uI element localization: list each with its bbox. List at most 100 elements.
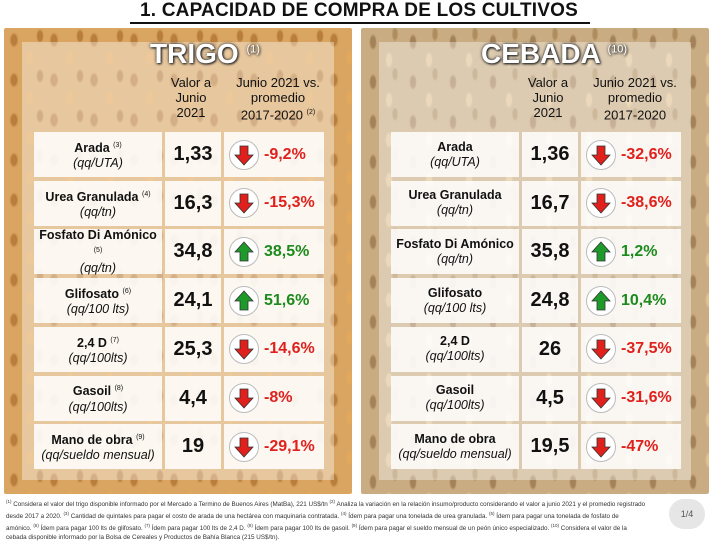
- footnote-text: Ídem para pagar 100 lts de glifosato.: [40, 525, 143, 533]
- value-cell: 24,1: [165, 278, 221, 324]
- change-cell: -38,6%: [581, 180, 681, 226]
- input-name: Urea Granulada: [408, 188, 502, 203]
- change-cell: 51,6%: [224, 278, 324, 324]
- change-value: 10,4%: [621, 291, 667, 309]
- change-cell: -31,6%: [581, 375, 681, 421]
- page-title: 1. CAPACIDAD DE COMPRA DE LOS CULTIVOS: [140, 0, 578, 21]
- footnote-number: (2): [329, 499, 336, 504]
- value-cell: 4,5: [522, 375, 578, 421]
- change-cell: 10,4%: [581, 278, 681, 324]
- change-value: -14,6%: [264, 340, 315, 358]
- header-value: Valor a Junio 2021: [527, 75, 569, 120]
- down-arrow-icon: [229, 431, 259, 462]
- panel-cebada: CEBADA (10) Valor a Junio 2021 Junio 2021 …: [361, 28, 709, 494]
- input-unit: (qq/tn): [436, 203, 474, 218]
- value-cell: 4,4: [165, 375, 221, 421]
- value-cell: 26: [522, 326, 578, 372]
- footnote-number: (6): [33, 523, 39, 529]
- value-cell: 1,33: [165, 132, 221, 177]
- footnote-ref: (4): [142, 190, 151, 198]
- change-value: -9,2%: [264, 145, 306, 163]
- value-cell: 34,8: [165, 229, 221, 275]
- down-arrow-icon: [229, 383, 259, 413]
- footnote-text: Ídem para pagar el sueldo mensual de un …: [358, 525, 550, 533]
- input-name: Gasoil: [435, 383, 475, 397]
- input-label-box: Arada (qq/UTA): [391, 132, 519, 177]
- change-value: -32,6%: [621, 145, 672, 163]
- down-arrow-icon: [229, 139, 259, 170]
- input-label-box: Mano de obra (qq/sueldo mensual): [391, 424, 519, 470]
- footnote-text: Considera el valor del trigo disponible …: [13, 501, 328, 509]
- footnotes: (1) Considera el valor del trigo disponi…: [6, 497, 646, 542]
- input-name: Gasoil (8): [72, 384, 124, 399]
- footnote-text: Ídem para pagar una tonelada de fosfato …: [6, 513, 619, 533]
- change-value: -29,1%: [264, 437, 315, 455]
- footnote-text: Ídem para pagar 100 lts de 2,4 D.: [151, 525, 246, 533]
- input-unit: (qq/100lts): [425, 398, 485, 412]
- footnote-number: (10): [551, 523, 560, 529]
- change-value: -31,6%: [621, 389, 672, 406]
- input-name: Fosfato Di Amónico: [396, 236, 514, 251]
- change-cell: -15,3%: [224, 180, 324, 226]
- change-value: -37,5%: [621, 340, 672, 358]
- change-value: -15,3%: [264, 194, 315, 212]
- footnote-number: (3): [63, 511, 69, 517]
- input-unit: (qq/100lts): [425, 349, 485, 364]
- footnote-ref: (7): [110, 336, 119, 344]
- input-label-box: Urea Granulada (qq/tn): [391, 180, 519, 226]
- up-arrow-icon: [586, 236, 616, 267]
- value-cell: 16,3: [165, 180, 221, 226]
- change-cell: -37,5%: [581, 326, 681, 372]
- change-value: 38,5%: [264, 242, 310, 260]
- crop-title: CEBADA (10): [481, 38, 628, 69]
- footnote-number: (1): [6, 499, 12, 504]
- input-label-box: Fosfato Di Amónico (qq/tn): [391, 229, 519, 275]
- down-arrow-icon: [229, 188, 259, 219]
- input-unit: (qq/100lts): [68, 350, 128, 365]
- header-change: Junio 2021 vs. promedio 2017-2020: [593, 75, 677, 123]
- header-change: Junio 2021 vs. promedio 2017-2020 (2): [236, 75, 320, 123]
- value-cell: 24,8: [522, 278, 578, 324]
- change-cell: -14,6%: [224, 326, 324, 372]
- up-arrow-icon: [586, 285, 616, 316]
- header-value: Valor a Junio 2021: [170, 75, 212, 120]
- input-unit: (qq/sueldo mensual): [398, 446, 512, 461]
- value-cell: 25,3: [165, 326, 221, 372]
- panel-trigo: TRIGO (1) Valor a Junio 2021 Junio 2021 vs…: [4, 28, 352, 494]
- down-arrow-icon: [586, 188, 616, 219]
- change-cell: -47%: [581, 424, 681, 470]
- change-cell: -32,6%: [581, 132, 681, 177]
- input-name: 2,4 D: [440, 334, 470, 349]
- change-value: -47%: [621, 437, 659, 455]
- input-name: Urea Granulada (4): [45, 189, 151, 204]
- input-unit: (qq/100 lts): [423, 300, 487, 315]
- footnote-ref: (5): [93, 246, 103, 254]
- down-arrow-icon: [229, 334, 259, 365]
- input-name: Mano de obra (9): [51, 433, 145, 448]
- input-name: 2,4 D (7): [77, 335, 119, 350]
- input-unit: (qq/tn): [79, 204, 117, 219]
- footnote-ref: (6): [122, 288, 132, 296]
- footnote-text: Cantidad de quintales para pagar el cost…: [70, 513, 340, 521]
- input-name: Arada (3): [74, 141, 122, 156]
- input-name: Glifosato (6): [64, 287, 132, 302]
- input-unit: (qq/UTA): [73, 156, 123, 171]
- input-unit: (qq/100lts): [68, 399, 128, 414]
- input-name: Fosfato Di Amónico (5): [39, 227, 157, 254]
- input-label-box: Glifosato (6) (qq/100 lts): [34, 278, 162, 324]
- input-label-box: Urea Granulada (4) (qq/tn): [34, 180, 162, 226]
- down-arrow-icon: [586, 139, 616, 170]
- change-cell: -29,1%: [224, 424, 324, 470]
- down-arrow-icon: [586, 383, 616, 413]
- input-label-box: 2,4 D (qq/100lts): [391, 326, 519, 372]
- value-cell: 1,36: [522, 132, 578, 177]
- value-cell: 35,8: [522, 229, 578, 275]
- footnote-number: (8): [247, 523, 253, 529]
- input-label-box: Fosfato Di Amónico (5) (qq/tn): [34, 227, 162, 275]
- input-name: Glifosato: [427, 285, 483, 300]
- footnote-number: (4): [340, 511, 347, 517]
- input-name: Arada: [437, 139, 473, 154]
- down-arrow-icon: [586, 334, 616, 365]
- page-number: 1/4: [669, 499, 705, 529]
- footnote-ref: (9): [136, 434, 145, 442]
